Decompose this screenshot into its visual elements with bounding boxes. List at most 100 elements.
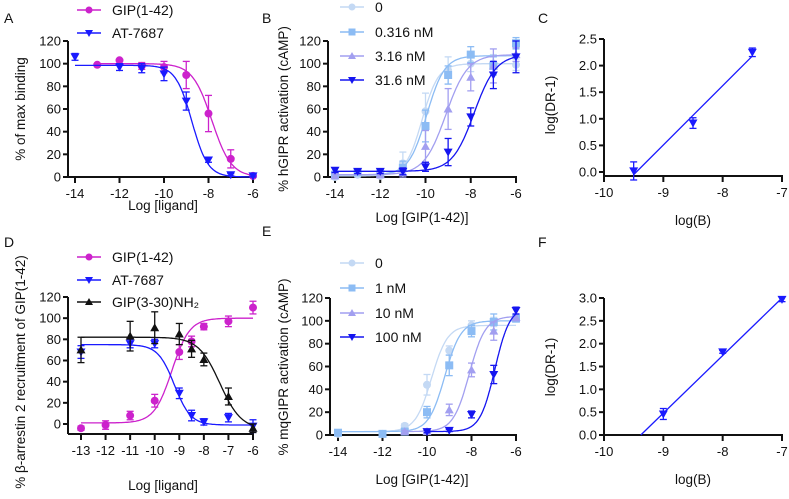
- x-tick-label: -9: [658, 444, 670, 459]
- y-tick-label: 20: [47, 395, 61, 410]
- data-point: [187, 412, 197, 421]
- y-tick-label: 0.0: [579, 165, 597, 180]
- data-point: [511, 312, 521, 321]
- x-tick-label: -10: [145, 443, 164, 458]
- data-point: [423, 380, 431, 389]
- legend-item: GIP(3-30)NH₂: [77, 294, 199, 310]
- y-tick-label: 0: [54, 170, 61, 185]
- legend-label: AT-7687: [112, 25, 164, 41]
- legend-label: 3.16 nM: [375, 48, 426, 64]
- data-point: [421, 141, 430, 150]
- data-point: [159, 70, 169, 79]
- data-point: [777, 295, 787, 304]
- data-point: [688, 119, 698, 128]
- data-point: [466, 72, 476, 81]
- legend-item: AT-7687: [77, 272, 164, 288]
- x-tick-label: -9: [658, 185, 670, 200]
- legend-item: 3.16 nM: [340, 48, 426, 64]
- y-axis-title: % hGIPR activation (cAMP): [276, 26, 291, 192]
- x-tick-label: -7: [776, 185, 788, 200]
- data-point: [249, 303, 257, 312]
- y-tick-label: 120: [39, 290, 61, 305]
- panel-d: 0 20 40 60 80 100 120 -13 -12 -11 -10 -9 -8 -7 -6 Log […: [13, 249, 259, 493]
- data-point: [115, 56, 124, 65]
- series-gip-1-42-: [77, 300, 257, 433]
- data-point: [488, 71, 498, 80]
- y-tick-label: 40: [47, 374, 61, 389]
- y-tick-label: 0: [54, 417, 61, 432]
- x-axis-title: log(B): [675, 213, 711, 228]
- x-tick-label: -8: [203, 186, 215, 201]
- x-tick-label: -8: [198, 443, 210, 458]
- y-tick-label: 2.5: [579, 32, 597, 47]
- data-point: [199, 354, 209, 363]
- y-tick-label: 100: [301, 313, 323, 328]
- legend-item: 10 nM: [340, 305, 414, 321]
- y-tick-label: 2.0: [579, 58, 597, 73]
- data-point: [126, 411, 135, 420]
- legend-label: 100 nM: [375, 329, 422, 345]
- x-tick-label: -8: [717, 185, 729, 200]
- legend-label: 0.316 nM: [375, 24, 433, 40]
- panel-label-a: A: [4, 10, 14, 26]
- data-point: [199, 418, 209, 427]
- data-point: [353, 167, 363, 176]
- x-axis-title: Log [ligand]: [128, 478, 198, 493]
- legend-marker: [348, 28, 356, 36]
- data-point: [423, 408, 431, 417]
- series-schild: [640, 295, 787, 436]
- x-tick-label: -14: [326, 186, 345, 201]
- legend-item: 0: [340, 255, 383, 271]
- data-point: [248, 423, 258, 432]
- y-tick-label: 100: [39, 56, 61, 71]
- series-gip-1-42-: [93, 56, 257, 180]
- data-point: [174, 329, 184, 338]
- data-point: [76, 345, 86, 354]
- data-point: [330, 166, 340, 175]
- y-tick-label: 60: [309, 359, 323, 374]
- series-schild: [629, 47, 757, 181]
- data-point: [174, 389, 184, 398]
- y-tick-label: 80: [309, 336, 323, 351]
- panel-label-d: D: [4, 234, 14, 250]
- x-tick-label: -6: [510, 444, 522, 459]
- legend-marker: [85, 30, 93, 37]
- panel-label-c: C: [538, 10, 548, 26]
- y-axis-title: % of max binding: [13, 57, 28, 161]
- data-point: [330, 171, 340, 180]
- data-point: [466, 50, 475, 59]
- legend-label: 1 nM: [375, 280, 406, 296]
- legend-marker: [348, 259, 356, 267]
- legend-marker: [85, 298, 93, 305]
- panel-label-b: B: [262, 10, 271, 26]
- x-tick-label: -12: [110, 186, 129, 201]
- y-tick-label: 120: [299, 34, 321, 49]
- x-tick-label: -10: [418, 444, 437, 459]
- legend-marker: [85, 253, 93, 261]
- data-point: [445, 361, 454, 370]
- legend-marker: [348, 77, 356, 84]
- data-point: [224, 317, 233, 326]
- fit-curve: [427, 313, 517, 433]
- series-at-7687: [70, 52, 258, 181]
- legend-marker: [85, 6, 93, 14]
- data-point: [182, 71, 191, 79]
- legend-label: 0: [375, 255, 383, 271]
- fit-curve: [404, 315, 516, 433]
- data-point: [400, 427, 410, 436]
- fit-curve: [338, 320, 517, 433]
- y-tick-label: 2.5: [579, 313, 597, 328]
- data-point: [489, 326, 499, 335]
- data-point: [466, 113, 476, 122]
- data-point: [443, 148, 453, 157]
- series-100-nm: [422, 306, 521, 437]
- y-tick-label: 0.5: [579, 405, 597, 420]
- x-tick-label: -14: [66, 186, 85, 201]
- legend-label: GIP(1-42): [112, 249, 173, 265]
- y-tick-label: 80: [47, 79, 61, 94]
- panel-e: 0 20 40 60 80 100 120 -14 -12 -10 -8 -6 Log [GIP(1-4…: [276, 255, 522, 487]
- data-point: [70, 53, 80, 62]
- x-tick-label: -7: [776, 444, 788, 459]
- y-tick-label: 100: [299, 56, 321, 71]
